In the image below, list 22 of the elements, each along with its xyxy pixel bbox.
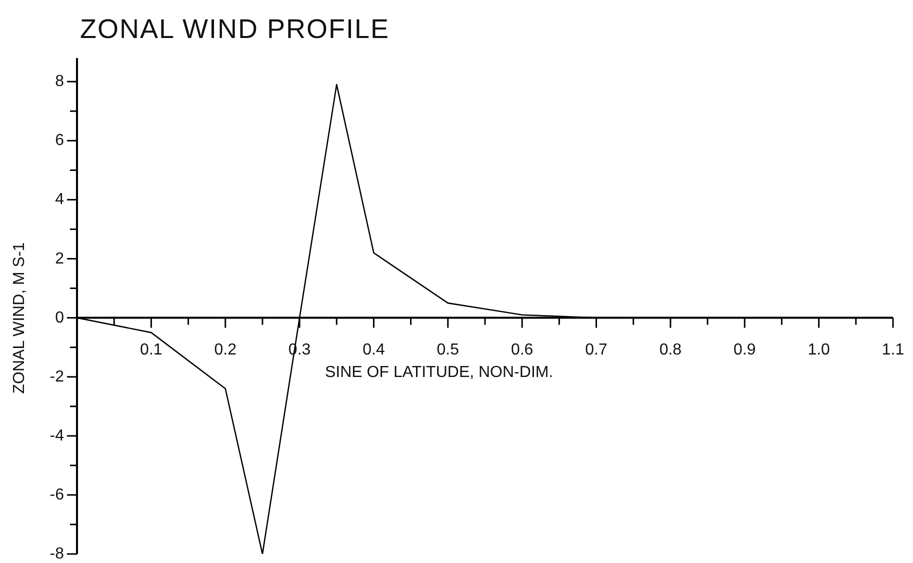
- y-tick-label: 8: [55, 73, 64, 90]
- y-tick-label: -2: [50, 368, 64, 386]
- y-tick-label: -8: [50, 546, 64, 562]
- y-tick-label: 0: [55, 309, 64, 326]
- y-tick-label: 4: [55, 191, 64, 208]
- x-tick-label: 0.1: [140, 341, 162, 358]
- chart-title: ZONAL WIND PROFILE: [80, 14, 390, 45]
- y-tick-label: 6: [55, 132, 64, 150]
- y-tick-label: 2: [55, 250, 64, 268]
- x-tick-label: 0.8: [659, 341, 682, 358]
- x-tick-label: 0.5: [436, 341, 460, 358]
- y-tick-label: -4: [50, 427, 64, 444]
- x-tick-label: 1.1: [882, 341, 904, 358]
- x-tick-label: 0.2: [214, 341, 237, 358]
- y-axis-title: ZONAL WIND, M S-1: [11, 242, 29, 394]
- x-tick-label: 0.9: [734, 341, 756, 358]
- x-tick-label: 0.4: [362, 341, 385, 358]
- x-tick-label: 0.7: [585, 341, 608, 358]
- x-tick-label: 0.6: [510, 341, 534, 358]
- y-tick-label: -6: [50, 486, 64, 504]
- x-tick-label: 1.0: [808, 341, 830, 358]
- x-axis-title: SINE OF LATITUDE, NON-DIM.: [325, 364, 554, 382]
